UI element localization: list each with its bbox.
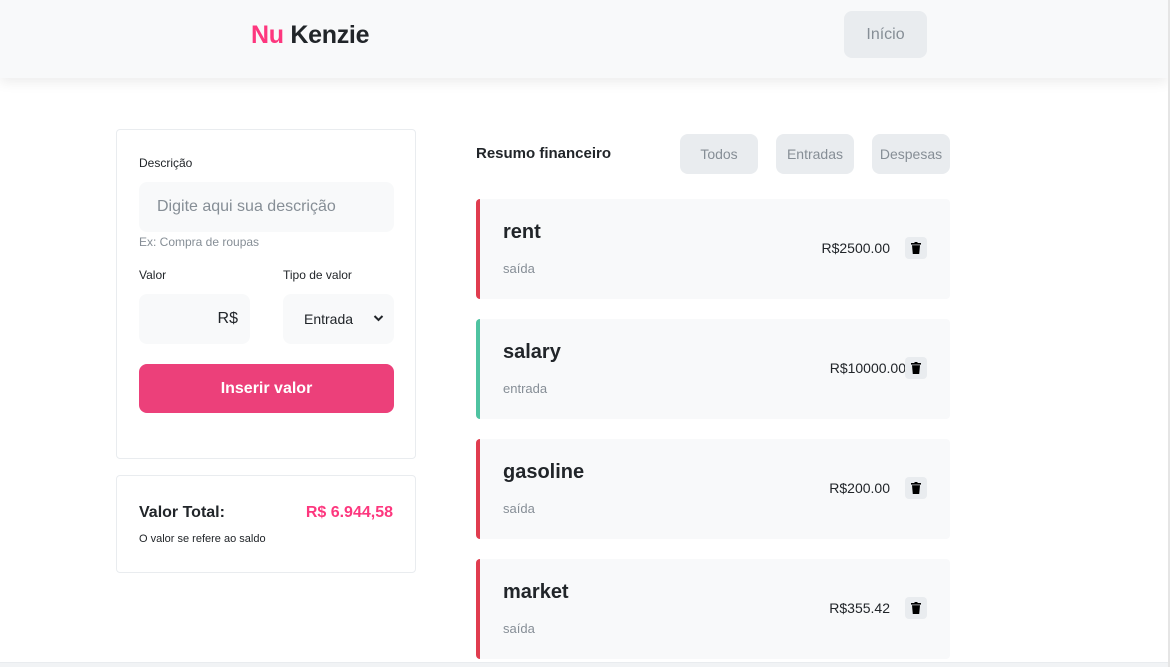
type-label: Tipo de valor bbox=[283, 268, 352, 282]
transaction-amount: R$355.42 bbox=[829, 600, 890, 616]
description-input[interactable] bbox=[139, 182, 394, 232]
header: Nu Kenzie Início bbox=[0, 0, 1168, 78]
logo: Nu Kenzie bbox=[251, 21, 369, 50]
transaction-amount: R$200.00 bbox=[829, 480, 890, 496]
insert-value-button[interactable]: Inserir valor bbox=[139, 364, 394, 413]
summary-title: Resumo financeiro bbox=[476, 145, 612, 162]
trash-icon bbox=[911, 602, 921, 614]
delete-button[interactable] bbox=[905, 357, 927, 379]
home-button[interactable]: Início bbox=[844, 11, 927, 58]
transaction-name: gasoline bbox=[503, 461, 585, 483]
trash-icon bbox=[911, 482, 921, 494]
description-label: Descrição bbox=[139, 156, 193, 170]
trash-icon bbox=[911, 242, 921, 254]
transaction-type: entrada bbox=[503, 381, 548, 396]
transaction-type: saída bbox=[503, 261, 535, 276]
value-label: Valor bbox=[139, 268, 167, 282]
type-select[interactable]: Entrada bbox=[283, 294, 394, 344]
total-note: O valor se refere ao saldo bbox=[139, 533, 266, 545]
scrollbar-track[interactable] bbox=[1168, 0, 1170, 667]
transaction-name: rent bbox=[503, 221, 541, 243]
total-card: Valor Total: R$ 6.944,58 O valor se refe… bbox=[116, 475, 416, 573]
transaction-name: salary bbox=[503, 341, 561, 363]
filter-expense-button[interactable]: Despesas bbox=[872, 134, 950, 174]
transaction-type-bar bbox=[476, 559, 480, 659]
transaction-type-bar bbox=[476, 319, 480, 419]
trash-icon bbox=[911, 362, 921, 374]
transaction-type: saída bbox=[503, 501, 535, 516]
total-value: R$ 6.944,58 bbox=[305, 504, 393, 521]
logo-kenzie: Kenzie bbox=[290, 21, 370, 49]
value-input[interactable] bbox=[139, 294, 250, 344]
total-label: Valor Total: bbox=[139, 504, 225, 521]
transaction-card: rent saída R$2500.00 bbox=[476, 199, 950, 299]
transaction-form: Descrição Ex: Compra de roupas Valor Tip… bbox=[116, 129, 416, 459]
type-select-value: Entrada bbox=[304, 311, 354, 327]
filter-income-button[interactable]: Entradas bbox=[776, 134, 854, 174]
transaction-card: market saída R$355.42 bbox=[476, 559, 950, 659]
transaction-type-bar bbox=[476, 439, 480, 539]
filter-all-button[interactable]: Todos bbox=[680, 134, 758, 174]
transaction-name: market bbox=[503, 581, 569, 603]
transaction-card: salary entrada R$10000.00 bbox=[476, 319, 950, 419]
bottom-edge bbox=[0, 662, 1170, 667]
transaction-card: gasoline saída R$200.00 bbox=[476, 439, 950, 539]
logo-nu: Nu bbox=[251, 21, 284, 49]
delete-button[interactable] bbox=[905, 477, 927, 499]
transaction-amount: R$2500.00 bbox=[821, 240, 890, 256]
transaction-type: saída bbox=[503, 621, 535, 636]
chevron-down-icon bbox=[373, 294, 384, 366]
transaction-amount: R$10000.00 bbox=[829, 360, 906, 376]
delete-button[interactable] bbox=[905, 237, 927, 259]
description-hint: Ex: Compra de roupas bbox=[139, 235, 260, 249]
transaction-type-bar bbox=[476, 199, 480, 299]
delete-button[interactable] bbox=[905, 597, 927, 619]
